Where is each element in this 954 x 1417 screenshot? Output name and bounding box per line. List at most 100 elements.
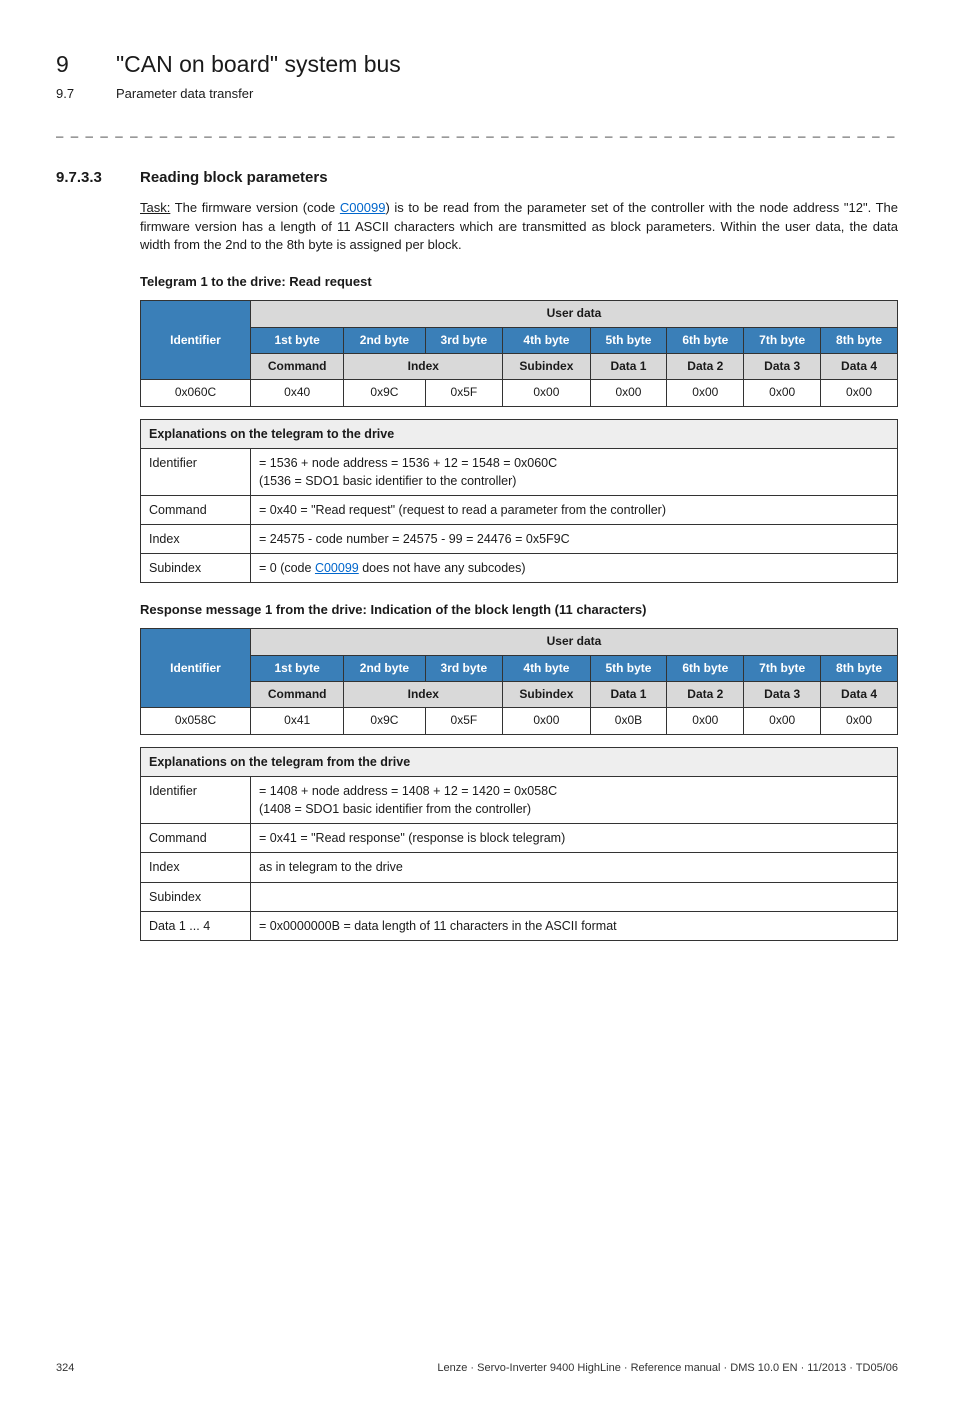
explanations-to-drive-table: Explanations on the telegram to the driv… [140, 419, 898, 584]
cell-data2: 0x00 [667, 708, 744, 734]
th-byte-5: 5th byte [590, 655, 667, 681]
th-identifier: Identifier [141, 629, 251, 708]
expl-text: = 0 (code C00099 does not have any subco… [251, 554, 898, 583]
th-byte-3: 3rd byte [425, 327, 503, 353]
expl-text: as in telegram to the drive [251, 853, 898, 882]
expl-label: Index [141, 853, 251, 882]
expl-text: = 0x40 = "Read request" (request to read… [251, 496, 898, 525]
expl-text-prefix: = 0 (code [259, 561, 315, 575]
th-data4: Data 4 [821, 353, 898, 379]
th-data2: Data 2 [667, 353, 744, 379]
th-data1: Data 1 [590, 682, 667, 708]
expl-to-caption: Explanations on the telegram to the driv… [141, 419, 898, 448]
th-data2: Data 2 [667, 682, 744, 708]
th-byte-5: 5th byte [590, 327, 667, 353]
subsection-number: 9.7.3.3 [56, 167, 112, 189]
telegram1-caption: Telegram 1 to the drive: Read request [140, 273, 898, 292]
table-row: Index = 24575 - code number = 24575 - 99… [141, 525, 898, 554]
expl-text: = 0x0000000B = data length of 11 charact… [251, 911, 898, 940]
th-byte-3: 3rd byte [425, 655, 503, 681]
cell-command: 0x41 [251, 708, 344, 734]
task-paragraph: Task: The firmware version (code C00099)… [140, 199, 898, 256]
task-text-a: The firmware version (code [170, 200, 340, 215]
cell-data4: 0x00 [821, 380, 898, 406]
expl-text: = 0x41 = "Read response" (response is bl… [251, 824, 898, 853]
divider-dashed: _ _ _ _ _ _ _ _ _ _ _ _ _ _ _ _ _ _ _ _ … [56, 122, 898, 141]
code-link-c00099[interactable]: C00099 [315, 561, 359, 575]
th-byte-1: 1st byte [251, 327, 344, 353]
table-row: Command = 0x41 = "Read response" (respon… [141, 824, 898, 853]
th-subindex: Subindex [503, 682, 590, 708]
code-link-c00099[interactable]: C00099 [340, 200, 386, 215]
expl-label: Data 1 ... 4 [141, 911, 251, 940]
chapter-number: 9 [56, 48, 80, 81]
cell-index-hi: 0x5F [425, 380, 503, 406]
th-byte-6: 6th byte [667, 327, 744, 353]
th-index: Index [344, 353, 503, 379]
th-byte-8: 8th byte [821, 655, 898, 681]
th-subindex: Subindex [503, 353, 590, 379]
cell-data3: 0x00 [744, 380, 821, 406]
expl-text-suffix: does not have any subcodes) [359, 561, 526, 575]
th-userdata: User data [251, 629, 898, 655]
expl-label: Identifier [141, 448, 251, 495]
cell-index-hi: 0x5F [425, 708, 503, 734]
subsection-title: Reading block parameters [140, 167, 328, 189]
explanations-from-drive-table: Explanations on the telegram from the dr… [140, 747, 898, 941]
th-byte-2: 2nd byte [344, 327, 425, 353]
cell-data4: 0x00 [821, 708, 898, 734]
chapter-title: "CAN on board" system bus [116, 48, 401, 81]
th-data4: Data 4 [821, 682, 898, 708]
th-byte-6: 6th byte [667, 655, 744, 681]
expl-text: = 1408 + node address = 1408 + 12 = 1420… [251, 777, 898, 824]
table-row: Index as in telegram to the drive [141, 853, 898, 882]
th-byte-4: 4th byte [503, 327, 590, 353]
cell-data3: 0x00 [744, 708, 821, 734]
th-byte-7: 7th byte [744, 327, 821, 353]
th-command: Command [251, 353, 344, 379]
table-row: Command = 0x40 = "Read request" (request… [141, 496, 898, 525]
cell-index-lo: 0x9C [344, 708, 425, 734]
th-userdata: User data [251, 301, 898, 327]
expl-label: Command [141, 824, 251, 853]
footer-text: Lenze · Servo-Inverter 9400 HighLine · R… [437, 1361, 898, 1377]
expl-label: Subindex [141, 882, 251, 911]
th-data1: Data 1 [590, 353, 667, 379]
table-row: Data 1 ... 4 = 0x0000000B = data length … [141, 911, 898, 940]
expl-label: Subindex [141, 554, 251, 583]
cell-identifier: 0x060C [141, 380, 251, 406]
table-row: 0x060C 0x40 0x9C 0x5F 0x00 0x00 0x00 0x0… [141, 380, 898, 406]
expl-text [251, 882, 898, 911]
cell-index-lo: 0x9C [344, 380, 425, 406]
cell-subindex: 0x00 [503, 708, 590, 734]
expl-label: Identifier [141, 777, 251, 824]
section-title: Parameter data transfer [116, 85, 253, 104]
cell-data1: 0x0B [590, 708, 667, 734]
expl-label: Command [141, 496, 251, 525]
th-data3: Data 3 [744, 353, 821, 379]
th-data3: Data 3 [744, 682, 821, 708]
table-row: Subindex [141, 882, 898, 911]
expl-label: Index [141, 525, 251, 554]
telegram1-table: Identifier User data 1st byte 2nd byte 3… [140, 300, 898, 407]
page-number: 324 [56, 1361, 74, 1377]
section-number: 9.7 [56, 85, 80, 104]
expl-from-caption: Explanations on the telegram from the dr… [141, 747, 898, 776]
th-byte-8: 8th byte [821, 327, 898, 353]
cell-command: 0x40 [251, 380, 344, 406]
expl-text: = 24575 - code number = 24575 - 99 = 244… [251, 525, 898, 554]
th-identifier: Identifier [141, 301, 251, 380]
expl-text: = 1536 + node address = 1536 + 12 = 1548… [251, 448, 898, 495]
response1-caption: Response message 1 from the drive: Indic… [140, 601, 898, 620]
th-command: Command [251, 682, 344, 708]
response1-table: Identifier User data 1st byte 2nd byte 3… [140, 628, 898, 735]
task-label: Task: [140, 200, 170, 215]
table-row: Subindex = 0 (code C00099 does not have … [141, 554, 898, 583]
th-byte-1: 1st byte [251, 655, 344, 681]
th-index: Index [344, 682, 503, 708]
cell-subindex: 0x00 [503, 380, 590, 406]
th-byte-4: 4th byte [503, 655, 590, 681]
table-row: Identifier = 1536 + node address = 1536 … [141, 448, 898, 495]
table-row: 0x058C 0x41 0x9C 0x5F 0x00 0x0B 0x00 0x0… [141, 708, 898, 734]
th-byte-7: 7th byte [744, 655, 821, 681]
